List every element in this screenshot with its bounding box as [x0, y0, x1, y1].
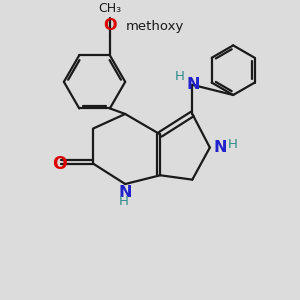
Text: O: O	[52, 154, 67, 172]
Text: H: H	[175, 70, 185, 83]
Text: H: H	[228, 138, 238, 151]
Text: H: H	[119, 195, 129, 208]
Text: methoxy: methoxy	[126, 20, 184, 33]
Text: O: O	[103, 18, 117, 33]
Text: N: N	[186, 77, 200, 92]
Text: N: N	[213, 140, 227, 155]
Text: N: N	[118, 184, 132, 200]
Text: CH₃: CH₃	[98, 2, 122, 15]
